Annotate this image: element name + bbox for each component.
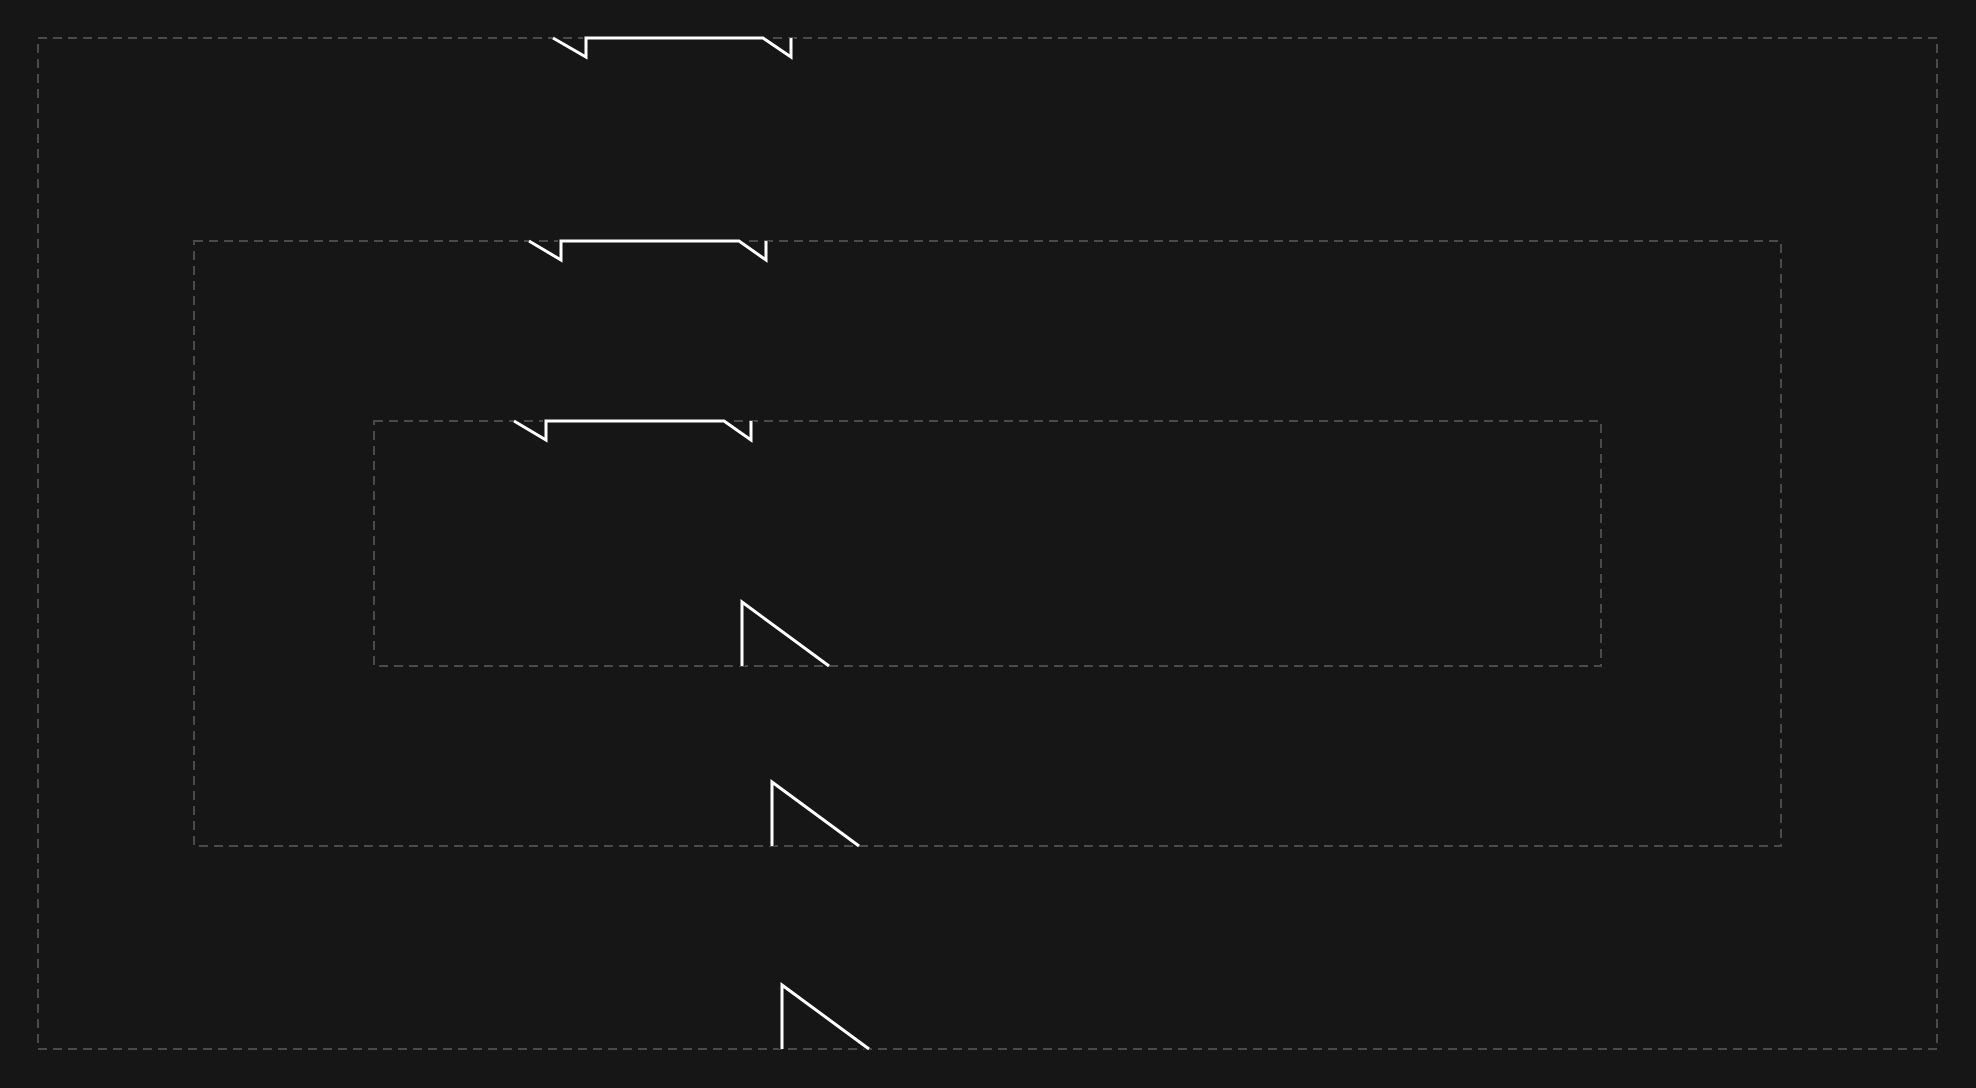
middle-frame: [193, 238, 1782, 849]
inner-frame-border: [373, 420, 1602, 667]
outer-frame-top-notch-icon: [552, 36, 793, 60]
middle-frame-bottom-notch-icon: [770, 779, 860, 848]
outer-frame-bottom-notch-icon: [780, 982, 870, 1051]
inner-frame-bottom-notch-icon: [740, 599, 830, 668]
outer-frame-top-notch-mask: [551, 35, 794, 63]
middle-frame-top-notch-icon: [528, 239, 768, 263]
middle-frame-top-notch-mask: [527, 238, 769, 266]
outer-frame-border: [37, 37, 1938, 1050]
outer-frame: [37, 35, 1938, 1052]
inner-frame: [373, 418, 1602, 669]
inner-frame-top-notch-mask: [512, 418, 754, 446]
inner-frame-top-notch-icon: [513, 419, 753, 443]
middle-frame-border: [193, 240, 1782, 847]
